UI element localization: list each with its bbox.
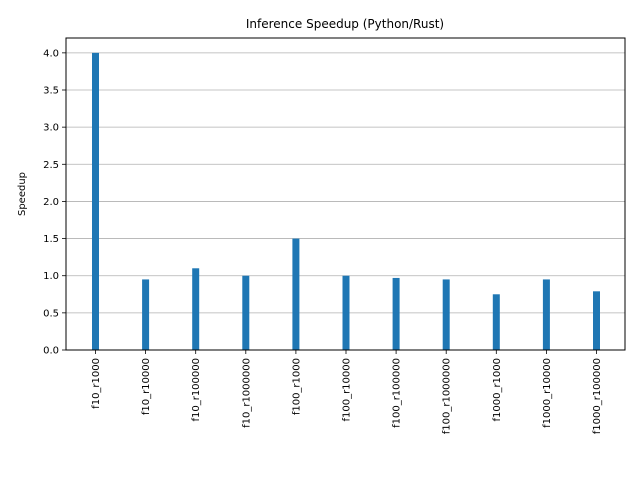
bar-f10_r10000	[142, 279, 150, 350]
x-axis: f10_r1000 f10_r10000 f10_r100000 f10_r10000…	[91, 350, 603, 434]
y-tick-label: 2.5	[43, 160, 59, 171]
y-tick-label: 2.0	[43, 197, 59, 208]
y-tick-label: 3.0	[43, 123, 59, 134]
y-tick-label: 0.0	[43, 346, 59, 357]
plot-frame	[65, 37, 626, 351]
y-tick-label: 0.5	[43, 308, 59, 319]
x-tick-label: f100_r10000	[342, 358, 353, 422]
y-axis: 0.0 0.5 1.0 1.5 2.0 2.5 3.0 3.5 4.0	[43, 48, 66, 357]
bar-f10_r1000	[92, 52, 99, 350]
bar-f1000_r100000	[593, 291, 600, 350]
bar-f1000_r1000	[492, 294, 500, 350]
y-tick-label: 1.0	[43, 271, 59, 282]
bar-f100_r100000	[392, 277, 400, 350]
x-tick-label: f100_r100000	[392, 358, 403, 428]
x-tick-label: f100_r1000	[291, 358, 302, 415]
bars	[92, 52, 600, 350]
chart-title: Inference Speedup (Python/Rust)	[246, 17, 444, 31]
x-tick-label: f1000_r1000	[492, 358, 503, 422]
y-tick-label: 3.5	[43, 86, 59, 97]
y-tick-label: 4.0	[43, 48, 59, 59]
x-tick-label: f1000_r100000	[592, 358, 603, 434]
y-axis-label: Speedup	[17, 172, 28, 216]
x-tick-label: f1000_r10000	[542, 358, 553, 428]
x-tick-label: f10_r100000	[191, 358, 202, 422]
x-tick-label: f10_r1000000	[241, 358, 252, 428]
x-tick-label: f10_r10000	[141, 358, 152, 415]
bar-f10_r100000	[192, 268, 200, 350]
bar-f100_r1000000	[442, 279, 450, 350]
x-tick-label: f100_r1000000	[442, 358, 453, 434]
y-tick-label: 1.5	[43, 234, 59, 245]
bar-f10_r1000000	[242, 275, 250, 350]
x-tick-label: f10_r1000	[91, 358, 102, 409]
bar-f100_r1000	[292, 238, 300, 350]
y-gridlines	[66, 52, 625, 351]
bar-f100_r10000	[342, 275, 350, 350]
bar-f1000_r10000	[542, 279, 550, 350]
